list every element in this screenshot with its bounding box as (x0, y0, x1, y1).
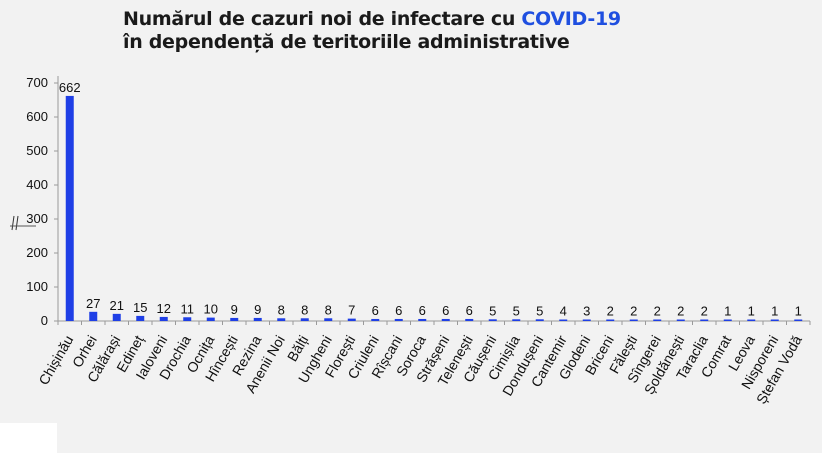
bar-8 (253, 317, 262, 321)
bar-9 (277, 318, 286, 321)
bar-29 (747, 319, 756, 321)
data-label: 1 (795, 304, 802, 319)
bar-24 (629, 319, 638, 321)
bar-16 (441, 318, 450, 321)
bar-10 (300, 318, 309, 321)
bar-1 (89, 311, 98, 321)
axis-break-mark (15, 215, 19, 231)
data-label: 6 (466, 303, 473, 318)
bar-4 (159, 316, 168, 321)
axes: 0 100 200 300 400 500 600 700 (10, 75, 811, 328)
title-line-1: Numărul de cazuri noi de infectare cu CO… (123, 8, 621, 31)
bar-3 (136, 315, 145, 321)
bar-20 (535, 319, 544, 321)
y-tick-label: 400 (26, 177, 48, 192)
bar-13 (371, 318, 380, 321)
data-label: 6 (372, 303, 379, 318)
data-label: 10 (204, 302, 218, 317)
data-label: 11 (181, 301, 195, 316)
y-tick-label: 200 (26, 245, 48, 260)
bar-25 (653, 319, 662, 321)
bar-7 (230, 317, 239, 321)
data-label: 1 (724, 304, 731, 319)
category-labels: ChișinăuOrheiCălărașiEdinețIaloveniDroch… (35, 332, 805, 406)
bar-6 (206, 317, 215, 321)
bar-18 (488, 319, 497, 321)
bar-27 (700, 319, 709, 321)
data-label: 2 (607, 304, 614, 319)
bar-26 (676, 319, 685, 321)
bar-11 (324, 318, 333, 321)
title-prefix: Numărul de cazuri noi de infectare cu (123, 8, 522, 30)
bar-12 (347, 318, 356, 321)
data-label: 8 (325, 302, 332, 317)
y-tick-label: 100 (26, 279, 48, 294)
chart-title: Numărul de cazuri noi de infectare cu CO… (123, 8, 621, 54)
bar-14 (394, 318, 403, 321)
data-label: 1 (771, 304, 778, 319)
y-tick-label: 700 (26, 75, 48, 90)
data-label: 7 (348, 303, 355, 318)
data-label: 9 (231, 302, 238, 317)
data-label: 21 (110, 298, 124, 313)
bar-17 (465, 318, 474, 321)
data-label: 12 (157, 301, 171, 316)
bars (65, 95, 803, 321)
bar-21 (559, 319, 568, 321)
data-label: 15 (133, 300, 147, 315)
data-label: 5 (513, 303, 520, 318)
bar-15 (418, 318, 427, 321)
data-label: 1 (748, 304, 755, 319)
bar-0 (65, 95, 74, 321)
axis-break-mark (11, 215, 15, 231)
data-label: 6 (442, 303, 449, 318)
title-highlight: COVID-19 (521, 8, 621, 30)
data-label: 8 (301, 302, 308, 317)
bar-22 (582, 319, 591, 321)
data-label: 9 (254, 302, 261, 317)
y-tick-label: 300 (26, 211, 48, 226)
corner-patch (0, 423, 57, 453)
bar-19 (512, 319, 521, 321)
y-tick-label: 600 (26, 109, 48, 124)
bar-28 (723, 319, 732, 321)
title-line-2: în dependență de teritoriile administrat… (123, 31, 570, 53)
data-label: 3 (583, 304, 590, 319)
y-tick-label: 0 (41, 313, 48, 328)
data-label: 662 (59, 80, 81, 95)
data-label: 6 (419, 303, 426, 318)
bar-5 (183, 317, 192, 321)
data-label: 4 (560, 304, 567, 319)
bar-2 (112, 313, 121, 321)
data-label: 5 (489, 303, 496, 318)
data-label: 27 (86, 296, 100, 311)
data-label: 5 (536, 303, 543, 318)
bar-23 (606, 319, 615, 321)
data-label: 8 (278, 302, 285, 317)
data-label: 2 (677, 304, 684, 319)
y-tick-label: 500 (26, 143, 48, 158)
data-label: 2 (630, 304, 637, 319)
data-label: 2 (701, 304, 708, 319)
data-label: 6 (395, 303, 402, 318)
data-label: 2 (654, 304, 661, 319)
bar-31 (794, 319, 803, 321)
bar-30 (770, 319, 779, 321)
